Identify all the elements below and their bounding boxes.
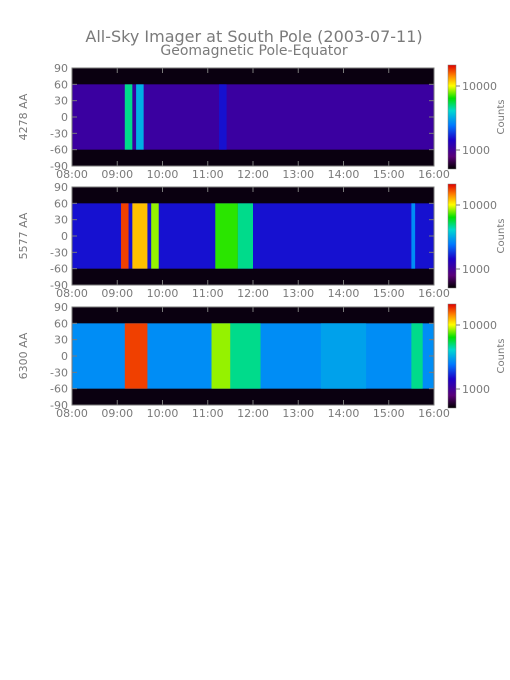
y-tick-label: 30 [54, 214, 68, 227]
y-tick-label: -30 [50, 366, 68, 379]
x-tick-label: 13:00 [282, 287, 314, 300]
heatmap-cell [230, 323, 261, 389]
colorbar-tick-label: 10000 [462, 80, 497, 93]
y-tick-label: 90 [54, 62, 68, 75]
heatmap-cell [215, 203, 238, 269]
y-tick-label: -90 [50, 160, 68, 173]
colorbar [447, 64, 457, 170]
y-tick-label: 0 [61, 230, 68, 243]
y-tick-label: -30 [50, 127, 68, 140]
x-tick-label: 15:00 [373, 168, 405, 181]
y-axis-label: 4278 AA [17, 93, 30, 140]
heatmap-cell [132, 203, 148, 269]
colorbar-tick-label: 10000 [462, 199, 497, 212]
y-tick-label: 30 [54, 95, 68, 108]
colorbar-tick-label: 1000 [462, 144, 490, 157]
x-tick-label: 15:00 [373, 407, 405, 420]
x-tick-label: 11:00 [192, 287, 224, 300]
y-tick-label: 60 [54, 317, 68, 330]
colorbar-tick-label: 10000 [462, 319, 497, 332]
colorbar-label: Counts [496, 339, 507, 374]
x-tick-label: 16:00 [418, 407, 450, 420]
x-tick-label: 12:00 [237, 407, 269, 420]
heatmap-cell [320, 323, 367, 389]
colorbar-tick-label: 1000 [462, 383, 490, 396]
x-tick-label: 16:00 [418, 168, 450, 181]
y-tick-label: 0 [61, 111, 68, 124]
heatmap-cell [136, 84, 144, 150]
x-tick-label: 09:00 [101, 407, 133, 420]
heatmap-cell [151, 203, 159, 269]
y-tick-label: -60 [50, 144, 68, 157]
y-tick-label: 30 [54, 334, 68, 347]
x-tick-label: 08:00 [56, 287, 88, 300]
x-tick-label: 11:00 [192, 168, 224, 181]
x-tick-label: 16:00 [418, 287, 450, 300]
x-tick-label: 12:00 [237, 287, 269, 300]
y-tick-label: -60 [50, 383, 68, 396]
heatmap-cell [411, 323, 423, 389]
y-tick-label: 90 [54, 301, 68, 314]
x-tick-label: 14:00 [328, 168, 360, 181]
y-tick-label: -30 [50, 246, 68, 259]
x-tick-label: 12:00 [237, 168, 269, 181]
heatmap-cell [124, 84, 133, 150]
x-tick-label: 14:00 [328, 407, 360, 420]
y-tick-label: 60 [54, 197, 68, 210]
x-tick-label: 10:00 [147, 168, 179, 181]
heatmap-cell [121, 203, 129, 269]
colorbar-label: Counts [496, 100, 507, 135]
x-tick-label: 09:00 [101, 287, 133, 300]
y-tick-label: -90 [50, 399, 68, 412]
x-tick-label: 08:00 [56, 407, 88, 420]
y-tick-label: 60 [54, 78, 68, 91]
y-axis-label: 5577 AA [17, 212, 30, 259]
heatmap-cell [211, 323, 231, 389]
heatmap-cell [411, 203, 416, 269]
colorbar-label: Counts [496, 219, 507, 254]
x-tick-label: 09:00 [101, 168, 133, 181]
x-tick-label: 10:00 [147, 287, 179, 300]
heatmap-cell [219, 84, 227, 150]
chart-title-line1: All-Sky Imager at South Pole (2003-07-11… [85, 27, 422, 46]
heatmap-cell [237, 203, 253, 269]
chart-title-line2: Geomagnetic Pole-Equator [160, 43, 347, 59]
y-tick-label: -90 [50, 279, 68, 292]
heatmap-cell [124, 323, 148, 389]
colorbar-tick-label: 1000 [462, 263, 490, 276]
x-tick-label: 08:00 [56, 168, 88, 181]
y-tick-label: 0 [61, 350, 68, 363]
x-tick-label: 13:00 [282, 168, 314, 181]
x-tick-label: 15:00 [373, 287, 405, 300]
y-axis-label: 6300 AA [17, 332, 30, 379]
x-tick-label: 13:00 [282, 407, 314, 420]
y-tick-label: 90 [54, 181, 68, 194]
x-tick-label: 11:00 [192, 407, 224, 420]
colorbar [447, 303, 457, 409]
y-tick-label: -60 [50, 263, 68, 276]
x-tick-label: 10:00 [147, 407, 179, 420]
colorbar [447, 183, 457, 289]
x-tick-label: 14:00 [328, 287, 360, 300]
